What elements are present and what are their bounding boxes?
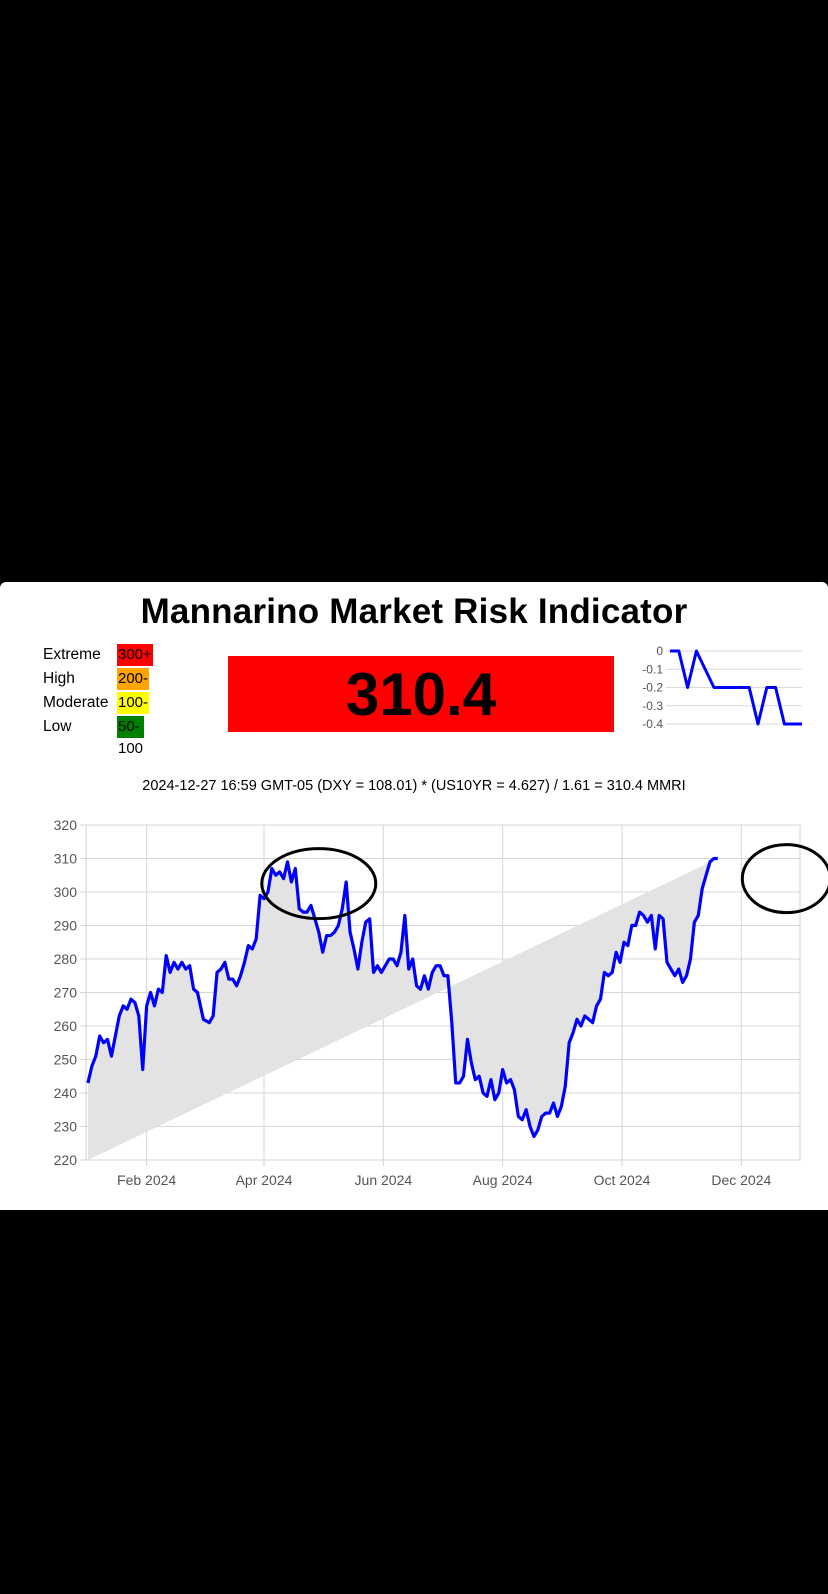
indicator-panel: Mannarino Market Risk Indicator Extreme … [0,582,828,1210]
mini-series-line [670,649,802,726]
series-line [86,856,718,1139]
legend-range: 200-300 [117,668,150,709]
y-tick-label: 250 [54,1052,78,1068]
mini-y-tick-label: -0.4 [642,717,663,731]
legend-label: High [43,670,75,687]
current-value-box: 310.4 [228,656,614,732]
y-tick-label: 300 [54,884,78,900]
legend-range: 100-200 [117,692,150,733]
legend-label: Extreme [43,646,101,663]
y-tick-label: 280 [54,951,78,967]
x-tick-label: Feb 2024 [117,1172,176,1188]
series-area-fill [87,858,718,1160]
formula-text: 2024-12-27 16:59 GMT-05 (DXY = 108.01) *… [142,778,686,794]
y-tick-label: 240 [54,1085,78,1101]
x-tick-label: Apr 2024 [236,1172,293,1188]
annotation-circle-december [740,843,828,915]
x-tick-label: Dec 2024 [711,1172,771,1188]
mini-y-tick-label: 0 [656,644,663,658]
mini-y-tick-label: -0.3 [642,699,663,713]
y-tick-label: 230 [54,1119,78,1135]
x-tick-label: Aug 2024 [473,1172,533,1188]
mini-y-tick-label: -0.2 [642,681,663,695]
y-tick-label: 220 [54,1152,78,1168]
mmri-history-chart: 320 310 300 290 280 270 260 250 240 230 220 Feb 202… [54,817,828,1188]
legend-label: Low [43,718,72,735]
x-tick-label: Jun 2024 [355,1172,413,1188]
legend-range: 300+ [117,644,153,666]
y-tick-label: 310 [54,851,78,867]
legend-range: 50-100 [117,716,145,757]
y-tick-label: 320 [54,817,78,833]
page-title: Mannarino Market Risk Indicator [140,592,688,631]
legend-label: Moderate [43,694,109,711]
y-tick-label: 270 [54,985,78,1001]
y-tick-label: 290 [54,918,78,934]
annotation-circle-april [260,847,378,921]
x-tick-label: Oct 2024 [594,1172,651,1188]
y-tick-label: 260 [54,1018,78,1034]
mini-change-chart: 0 -0.1 -0.2 -0.3 -0.4 [642,644,802,731]
mini-y-tick-label: -0.1 [642,662,663,676]
